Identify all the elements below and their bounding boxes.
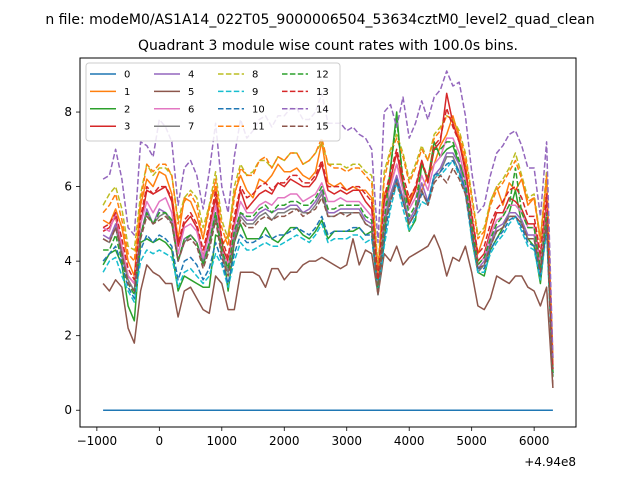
- legend-label-14: 14: [316, 104, 329, 115]
- legend-label-5: 5: [188, 87, 194, 98]
- legend-label-11: 11: [252, 122, 265, 133]
- legend-label-2: 2: [124, 104, 130, 115]
- axes-frame: [79, 57, 577, 428]
- y-tick-label: 2: [64, 329, 72, 343]
- legend-label-8: 8: [252, 70, 258, 81]
- x-tick-label: 5000: [456, 434, 487, 448]
- legend-label-0: 0: [124, 70, 130, 81]
- series-line-5: [102, 234, 554, 388]
- x-tick-label: 1000: [207, 434, 238, 448]
- legend-label-12: 12: [316, 70, 329, 81]
- series-line-12: [103, 118, 554, 374]
- x-tick-label: 2000: [269, 434, 300, 448]
- series-line-11: [102, 115, 554, 366]
- chart-suptitle: n file: modeM0/AS1A14_022T05_9000006504_…: [45, 12, 594, 28]
- x-tick-label: 4000: [394, 434, 425, 448]
- legend-label-6: 6: [188, 104, 194, 115]
- y-tick-label: 0: [64, 403, 72, 417]
- legend-label-9: 9: [252, 87, 258, 98]
- x-tick-label: 6000: [519, 434, 550, 448]
- x-axis-ticks: −1000 0 1000 2000 3000 4000 5000 6000: [77, 427, 550, 448]
- x-offset-label: +4.94e8: [524, 455, 576, 469]
- legend-box: [85, 62, 341, 142]
- series-line-10: [102, 159, 554, 374]
- x-tick-label: −1000: [77, 434, 118, 448]
- y-tick-label: 6: [64, 180, 72, 194]
- series-line-15: [102, 167, 554, 388]
- series-line-8: [102, 115, 554, 366]
- legend-label-1: 1: [124, 87, 130, 98]
- series-line-13: [102, 107, 554, 370]
- legend-label-13: 13: [316, 87, 329, 98]
- legend-label-15: 15: [316, 122, 329, 133]
- legend-label-3: 3: [124, 122, 130, 133]
- y-tick-label: 4: [64, 254, 72, 268]
- chart-title: Quadrant 3 module wise count rates with …: [138, 38, 518, 54]
- series-line-9: [102, 159, 554, 377]
- legend-label-10: 10: [252, 104, 265, 115]
- legend-label-7: 7: [188, 122, 194, 133]
- legend-label-4: 4: [188, 70, 194, 81]
- x-tick-label: 3000: [331, 434, 362, 448]
- plot-area: [102, 70, 554, 411]
- y-tick-label: 8: [64, 105, 72, 119]
- y-axis-ticks: 0 2 4 6 8: [64, 105, 80, 417]
- x-tick-label: 0: [156, 434, 164, 448]
